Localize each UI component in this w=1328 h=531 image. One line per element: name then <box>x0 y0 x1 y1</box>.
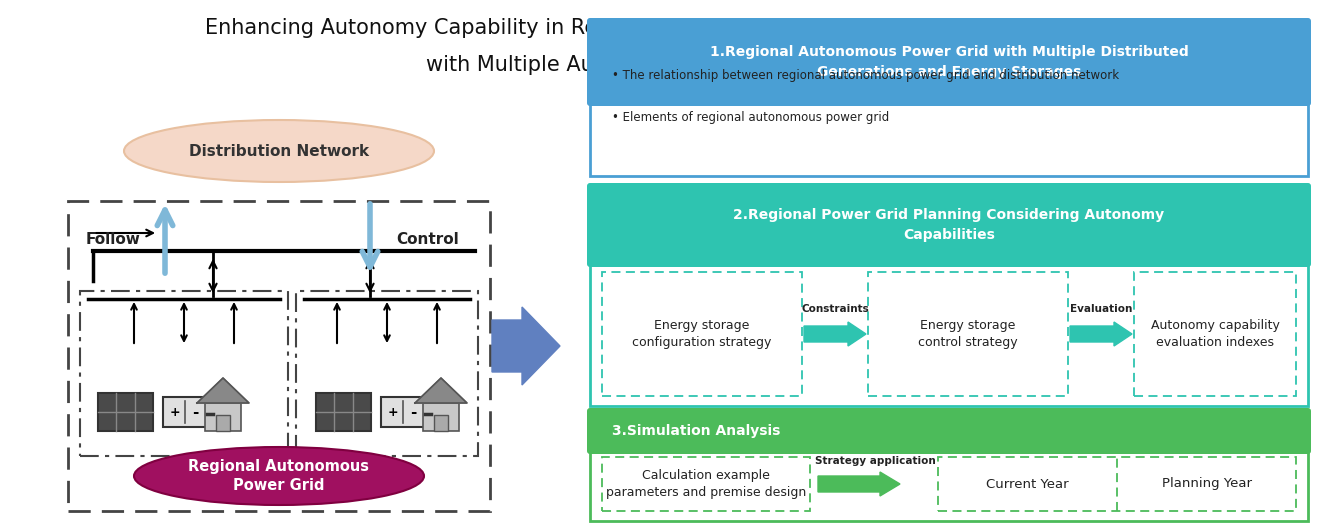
Text: -: - <box>410 405 416 419</box>
Ellipse shape <box>124 120 434 182</box>
Text: 2.Regional Power Grid Planning Considering Autonomy
Capabilities: 2.Regional Power Grid Planning Consideri… <box>733 208 1165 242</box>
Text: +: + <box>388 406 398 418</box>
Text: • The relationship between regional autonomous power grid and distribution netwo: • The relationship between regional auto… <box>612 70 1120 82</box>
FancyBboxPatch shape <box>216 415 230 431</box>
Text: with Multiple Autonomous Evaluation Indexes: with Multiple Autonomous Evaluation Inde… <box>426 55 902 75</box>
Polygon shape <box>197 378 250 403</box>
FancyBboxPatch shape <box>163 397 207 427</box>
Text: Follow: Follow <box>85 232 141 246</box>
Text: Planning Year: Planning Year <box>1162 477 1251 491</box>
Text: Autonomy capability
evaluation indexes: Autonomy capability evaluation indexes <box>1150 319 1279 349</box>
Ellipse shape <box>134 447 424 505</box>
FancyBboxPatch shape <box>98 393 153 431</box>
Text: Calculation example
parameters and premise design: Calculation example parameters and premi… <box>606 469 806 499</box>
FancyBboxPatch shape <box>381 397 425 427</box>
FancyArrow shape <box>803 322 866 346</box>
Text: Current Year: Current Year <box>987 477 1069 491</box>
Text: Distribution Network: Distribution Network <box>189 143 369 158</box>
Text: Energy storage
configuration strategy: Energy storage configuration strategy <box>632 319 772 349</box>
Text: Enhancing Autonomy Capability in Regional Power Grids: A Strategic Planning Appr: Enhancing Autonomy Capability in Regiona… <box>205 18 1123 38</box>
Text: +: + <box>170 406 181 418</box>
Text: Strategy application: Strategy application <box>814 456 935 466</box>
Text: Energy storage
control strategy: Energy storage control strategy <box>918 319 1017 349</box>
Text: Constraints: Constraints <box>801 304 869 314</box>
FancyArrow shape <box>818 472 900 496</box>
FancyBboxPatch shape <box>587 408 1311 454</box>
FancyBboxPatch shape <box>205 403 240 431</box>
Text: Evaluation: Evaluation <box>1070 304 1133 314</box>
Text: Control: Control <box>397 232 459 246</box>
Text: 3.Simulation Analysis: 3.Simulation Analysis <box>612 424 781 438</box>
Text: 1.Regional Autonomous Power Grid with Multiple Distributed
Generations and Energ: 1.Regional Autonomous Power Grid with Mu… <box>709 45 1189 79</box>
FancyBboxPatch shape <box>587 183 1311 267</box>
FancyBboxPatch shape <box>316 393 371 431</box>
FancyBboxPatch shape <box>424 403 459 431</box>
FancyArrow shape <box>1070 322 1131 346</box>
Text: Power Grid: Power Grid <box>234 478 325 493</box>
FancyArrow shape <box>491 307 560 385</box>
Text: Regional Autonomous: Regional Autonomous <box>189 458 369 474</box>
Polygon shape <box>414 378 467 403</box>
Text: -: - <box>191 405 198 419</box>
FancyBboxPatch shape <box>434 415 448 431</box>
Text: • Elements of regional autonomous power grid: • Elements of regional autonomous power … <box>612 112 890 124</box>
FancyBboxPatch shape <box>587 18 1311 106</box>
